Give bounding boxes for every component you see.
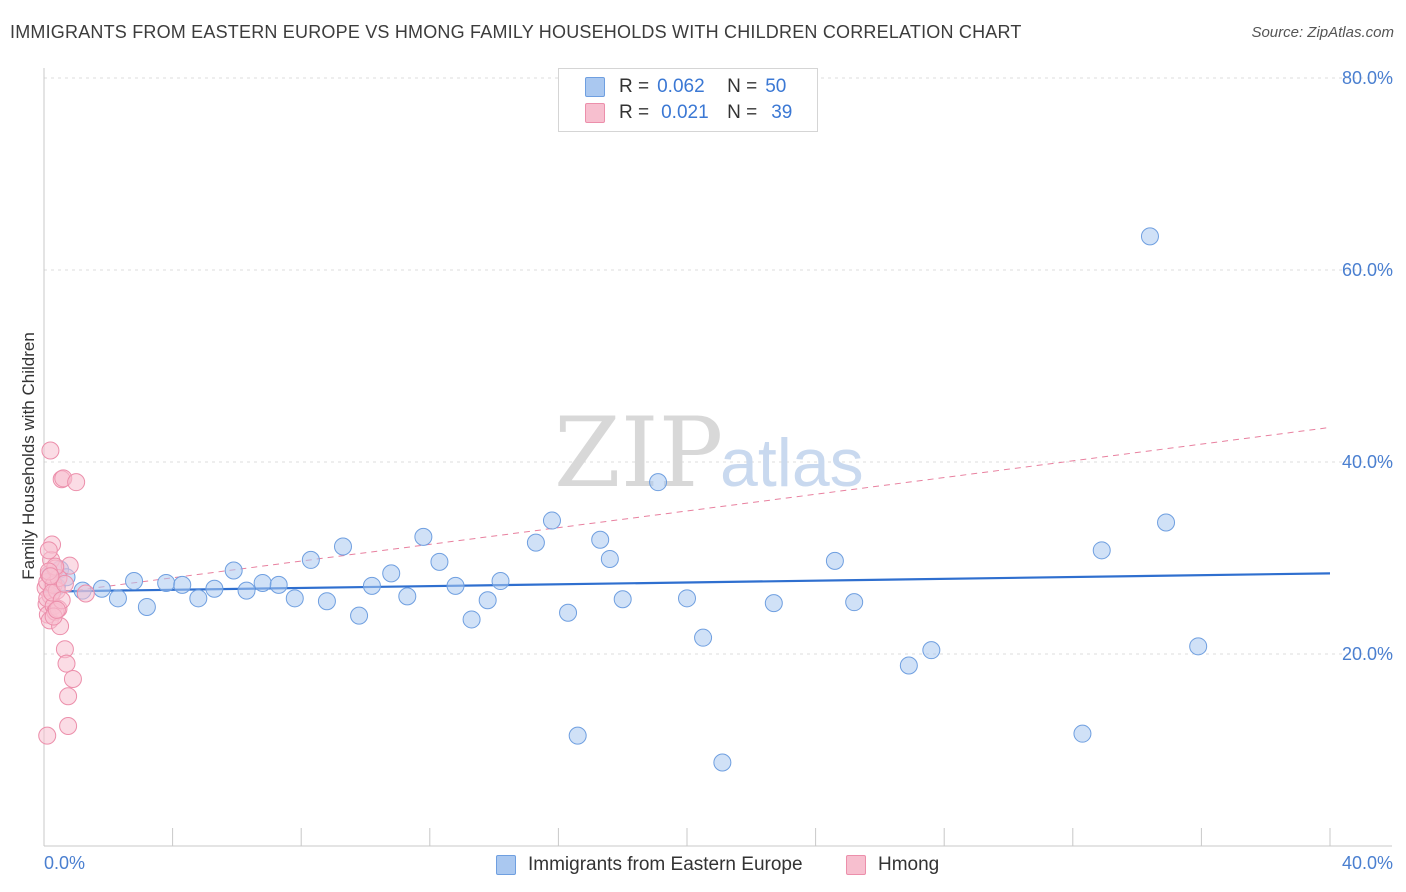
- watermark-atlas: atlas: [720, 425, 864, 501]
- gridlines: [44, 77, 1392, 655]
- bottom-legend-eastern-europe: Immigrants from Eastern Europe: [496, 852, 803, 878]
- data-point-eastern-europe: [108, 589, 127, 608]
- data-point-eastern-europe: [333, 537, 352, 556]
- data-point-eastern-europe: [1189, 637, 1208, 656]
- legend-n-value: 50: [765, 76, 787, 97]
- legend-row-hmong: R = 0.021 N = 39: [585, 100, 792, 126]
- data-point-hmong: [57, 654, 76, 673]
- data-point-eastern-europe: [92, 579, 111, 598]
- data-points: [36, 227, 1208, 772]
- tick-labels: 20.0% 40.0% 60.0% 80.0% 0.0% 40.0%: [44, 68, 1393, 873]
- legend-n-label: N =: [727, 102, 758, 123]
- data-point-eastern-europe: [269, 575, 288, 594]
- legend-r-label: R =: [619, 102, 650, 123]
- data-point-eastern-europe: [649, 473, 668, 492]
- data-point-eastern-europe: [157, 573, 176, 592]
- legend-n-value: 39: [771, 102, 793, 123]
- data-point-hmong: [55, 574, 74, 593]
- data-point-eastern-europe: [491, 572, 510, 591]
- data-point-eastern-europe: [542, 511, 561, 530]
- data-point-eastern-europe: [694, 628, 713, 647]
- data-point-hmong: [39, 541, 58, 560]
- data-point-eastern-europe: [764, 594, 783, 613]
- y-tick-label: 80.0%: [1342, 68, 1393, 88]
- bottom-legend-label: Hmong: [878, 854, 940, 875]
- data-point-hmong: [76, 584, 95, 603]
- data-point-eastern-europe: [1157, 513, 1176, 532]
- data-point-hmong: [59, 717, 78, 735]
- data-point-eastern-europe: [237, 581, 256, 600]
- data-point-eastern-europe: [205, 579, 224, 598]
- data-point-eastern-europe: [899, 656, 918, 675]
- y-tick-label: 20.0%: [1342, 644, 1393, 664]
- data-point-eastern-europe: [568, 726, 587, 745]
- trend-line-hmong: [43, 426, 1331, 595]
- data-point-eastern-europe: [173, 575, 192, 594]
- data-point-eastern-europe: [125, 572, 144, 591]
- axes: [43, 68, 1392, 847]
- watermark-zip: ZIP: [554, 397, 723, 509]
- data-point-hmong: [67, 473, 86, 492]
- x-tick-label: 0.0%: [44, 853, 85, 873]
- data-point-eastern-europe: [600, 549, 619, 568]
- data-point-hmong: [38, 726, 57, 745]
- data-point-eastern-europe: [559, 603, 578, 622]
- data-point-eastern-europe: [350, 606, 369, 625]
- y-axis-label: Family Households with Children: [19, 332, 38, 580]
- data-point-eastern-europe: [398, 587, 417, 606]
- data-point-eastern-europe: [253, 573, 272, 592]
- data-point-eastern-europe: [1140, 227, 1159, 246]
- data-point-eastern-europe: [430, 552, 449, 571]
- data-point-eastern-europe: [189, 589, 208, 608]
- data-point-eastern-europe: [462, 610, 481, 629]
- data-point-eastern-europe: [362, 576, 381, 595]
- legend-swatch-eastern-europe: [585, 77, 605, 97]
- legend-r-label: R =: [619, 76, 650, 97]
- watermark: ZIP atlas: [554, 397, 864, 509]
- data-point-eastern-europe: [922, 641, 941, 660]
- data-point-hmong: [63, 669, 82, 688]
- data-point-eastern-europe: [825, 551, 844, 570]
- legend-swatch-hmong: [585, 103, 605, 123]
- bottom-legend-label: Immigrants from Eastern Europe: [528, 854, 803, 875]
- data-point-eastern-europe: [1092, 541, 1111, 560]
- data-point-eastern-europe: [301, 550, 320, 569]
- bottom-legend-swatch-hmong: [846, 855, 866, 875]
- data-point-eastern-europe: [137, 597, 156, 616]
- legend-row-eastern-europe: R = 0.062 N = 50: [585, 74, 786, 100]
- data-point-eastern-europe: [414, 527, 433, 546]
- data-point-eastern-europe: [845, 593, 864, 612]
- bottom-legend-hmong: Hmong: [846, 852, 939, 878]
- data-point-eastern-europe: [526, 533, 545, 552]
- data-point-eastern-europe: [446, 576, 465, 595]
- data-point-eastern-europe: [713, 753, 732, 772]
- chart-title: IMMIGRANTS FROM EASTERN EUROPE VS HMONG …: [10, 22, 1022, 42]
- data-point-eastern-europe: [382, 564, 401, 583]
- source-label: Source: ZipAtlas.com: [1251, 24, 1394, 41]
- data-point-hmong: [41, 567, 60, 586]
- y-tick-label: 60.0%: [1342, 260, 1393, 280]
- data-point-eastern-europe: [285, 589, 304, 608]
- data-point-eastern-europe: [678, 589, 696, 608]
- data-point-hmong: [41, 441, 60, 460]
- data-point-eastern-europe: [591, 530, 610, 549]
- y-tick-label: 40.0%: [1342, 452, 1393, 472]
- bottom-legend-swatch-eastern-europe: [496, 855, 516, 875]
- data-point-eastern-europe: [1073, 724, 1092, 743]
- legend-n-label: N =: [727, 76, 758, 97]
- data-point-eastern-europe: [317, 592, 336, 611]
- data-point-eastern-europe: [224, 561, 243, 580]
- data-point-eastern-europe: [478, 591, 497, 610]
- x-tick-label: 40.0%: [1342, 853, 1393, 873]
- data-point-eastern-europe: [613, 590, 632, 609]
- correlation-legend: R = 0.062 N = 50 R = 0.021 N = 39: [558, 68, 818, 132]
- legend-r-value: 0.062: [657, 76, 705, 97]
- data-point-hmong: [47, 600, 66, 619]
- legend-r-value: 0.021: [661, 102, 709, 123]
- data-point-hmong: [59, 687, 78, 706]
